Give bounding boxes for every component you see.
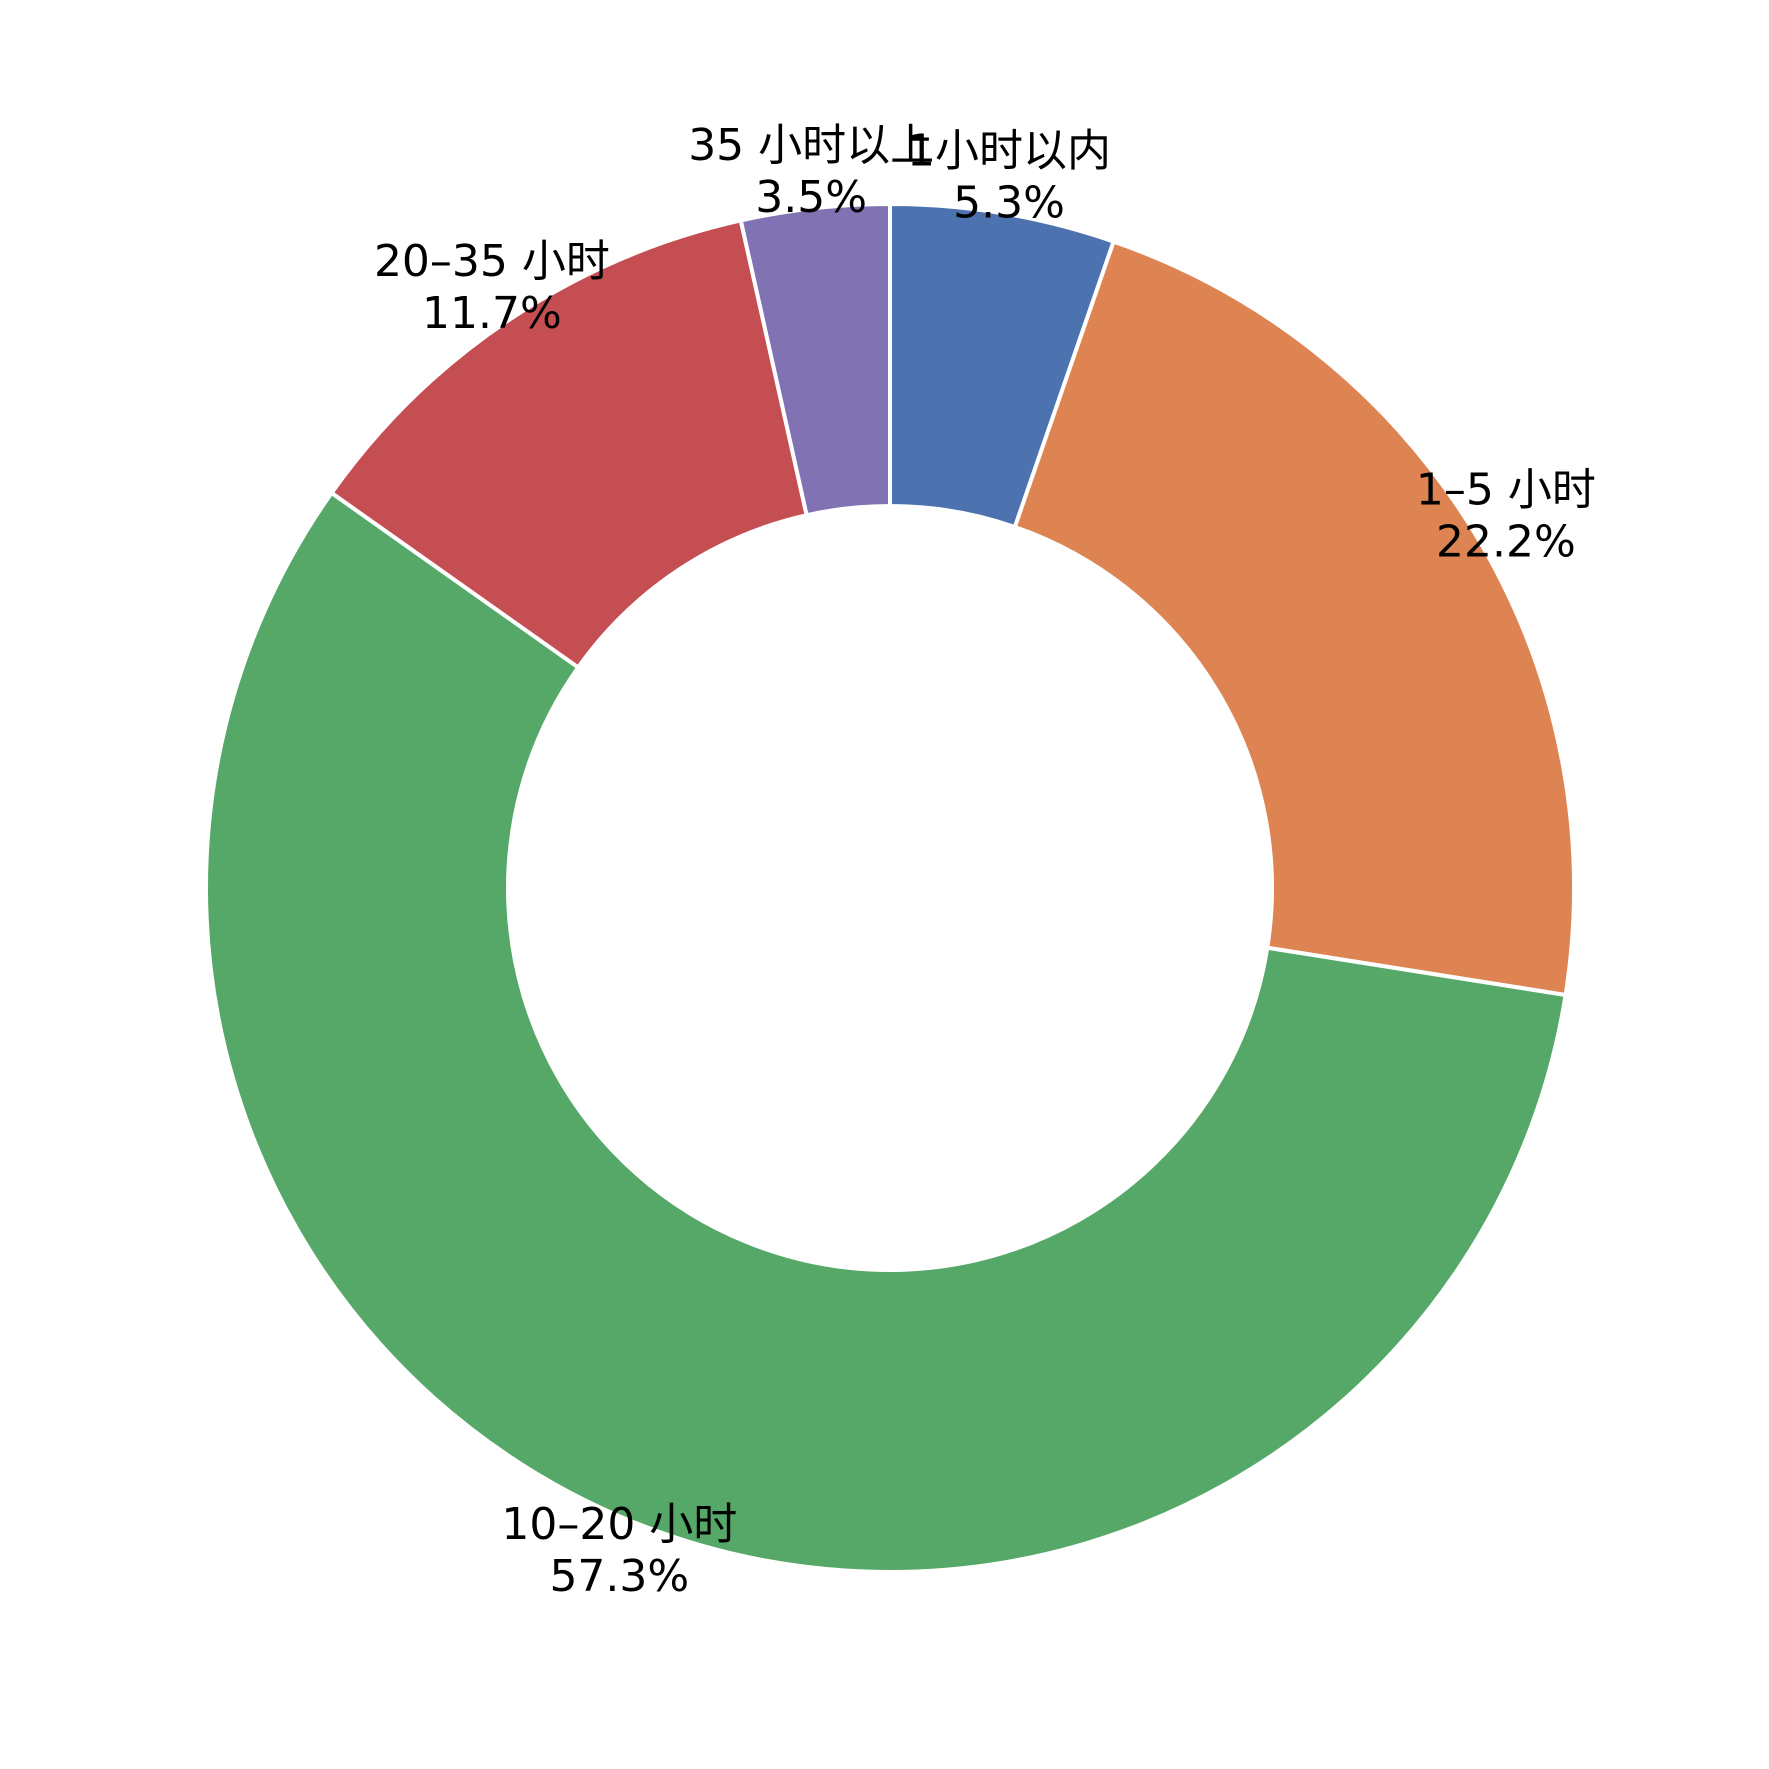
slice-label: 35 小时以上 (688, 120, 934, 171)
slice-value-label: 57.3% (549, 1551, 689, 1602)
slice-label: 1小时以内 (907, 126, 1111, 177)
slice-value-label: 3.5% (755, 172, 867, 223)
slice-label: 1–5 小时 (1416, 465, 1596, 516)
slice-label: 20–35 小时 (374, 236, 610, 287)
slice-label: 10–20 小时 (501, 1499, 737, 1550)
slice-value-label: 5.3% (953, 178, 1065, 229)
donut-slice (1012, 239, 1577, 998)
slice-value-label: 22.2% (1436, 517, 1576, 568)
donut-slice (328, 218, 810, 671)
donut-slice (204, 490, 1568, 1574)
donut-slice (738, 201, 892, 518)
slice-value-label: 11.7% (422, 288, 562, 339)
